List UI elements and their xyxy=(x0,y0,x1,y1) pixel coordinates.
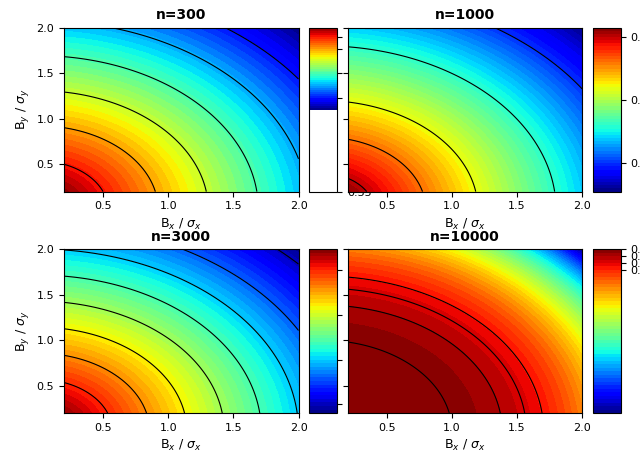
Title: n=300: n=300 xyxy=(156,8,207,22)
X-axis label: B$_x$ / $\sigma_x$: B$_x$ / $\sigma_x$ xyxy=(444,217,486,232)
Title: n=3000: n=3000 xyxy=(151,230,211,244)
Title: n=1000: n=1000 xyxy=(435,8,495,22)
Y-axis label: B$_y$ / $\sigma_y$: B$_y$ / $\sigma_y$ xyxy=(14,89,31,130)
X-axis label: B$_x$ / $\sigma_x$: B$_x$ / $\sigma_x$ xyxy=(161,438,202,453)
X-axis label: B$_x$ / $\sigma_x$: B$_x$ / $\sigma_x$ xyxy=(161,217,202,232)
Y-axis label: B$_y$ / $\sigma_y$: B$_y$ / $\sigma_y$ xyxy=(14,310,31,352)
Title: n=10000: n=10000 xyxy=(430,230,500,244)
X-axis label: B$_x$ / $\sigma_x$: B$_x$ / $\sigma_x$ xyxy=(444,438,486,453)
